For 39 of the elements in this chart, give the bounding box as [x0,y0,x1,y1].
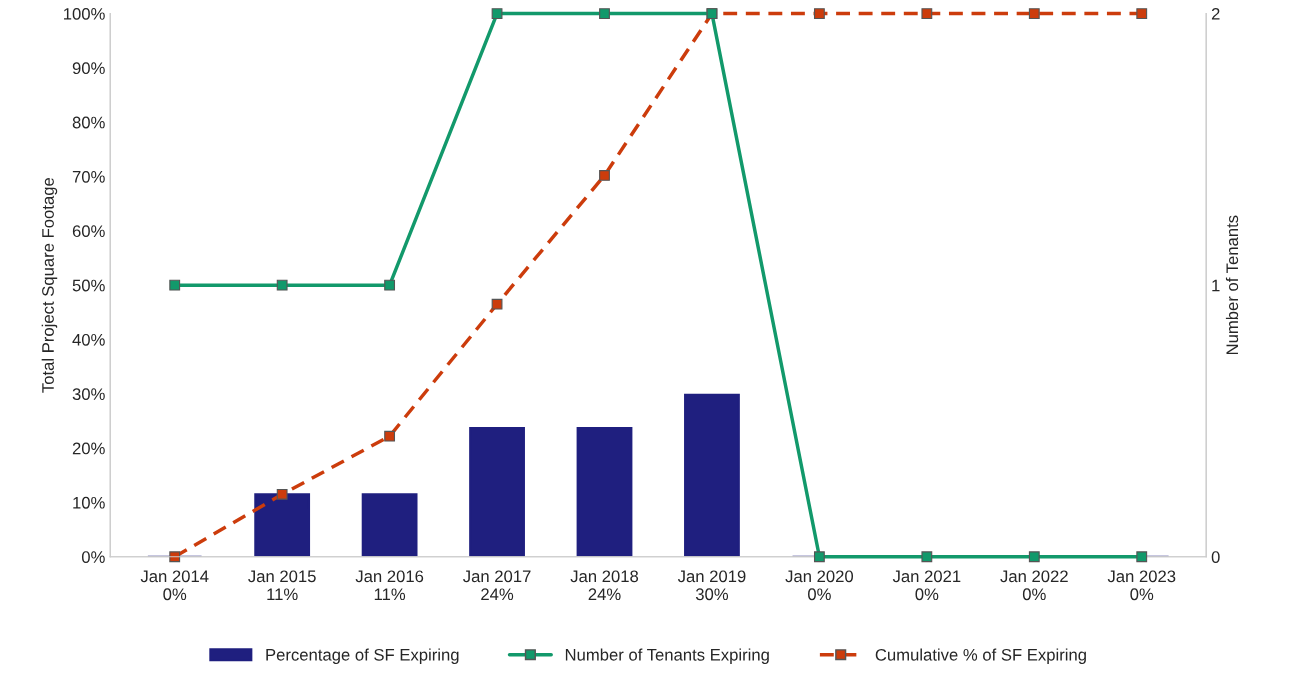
y2-axis-title: Number of Tenants [1225,215,1239,355]
y-tick-label: 100% [64,7,105,20]
x-tick-label: Jan 2014 [140,570,209,583]
x-tick-label: Jan 2016 [355,570,424,583]
x-tick-label: Jan 2022 [1000,570,1068,583]
x-tick-label: Jan 2018 [570,570,639,583]
x-tick-label: Jan 2020 [785,570,854,583]
y-tick-label: 10% [73,496,105,509]
data-label: 0% [163,588,187,601]
y-tick-label: 20% [72,442,105,455]
y2-tick-label: 2 [1211,7,1220,20]
x-tick-label: Jan 2019 [677,570,746,583]
data-label: 0% [808,588,831,601]
legend-label: Number of Tenants Expiring [565,648,769,664]
data-label: 11% [267,588,298,601]
data-label: 11% [374,588,406,601]
data-label: 0% [1022,588,1046,601]
x-tick-label: Jan 2023 [1107,570,1176,583]
legend-label: Cumulative % of SF Expiring [875,648,1086,664]
data-label: 0% [1130,588,1154,601]
data-label: 24% [588,588,621,601]
y-tick-label: 90% [72,62,105,75]
y-tick-label: 0% [81,551,105,563]
x-tick-label: Jan 2017 [463,570,531,583]
data-label: 0% [915,588,939,601]
y-tick-label: 30% [72,388,105,401]
y-tick-label: 50% [72,279,105,292]
y2-tick-label: 1 [1212,279,1220,292]
y2-tick-label: 0 [1211,551,1220,563]
x-tick-label: Jan 2021 [892,570,961,583]
y-tick-label: 40% [72,333,105,346]
legend-label: Percentage of SF Expiring [266,648,459,664]
data-label: 24% [481,588,514,601]
x-tick-label: Jan 2015 [248,570,316,583]
y-tick-label: 80% [72,116,105,129]
data-label: 30% [695,588,729,601]
y-tick-label: 60% [72,225,105,238]
y-tick-label: 70% [72,170,105,183]
y-axis-title: Total Project Square Footage [41,177,58,393]
